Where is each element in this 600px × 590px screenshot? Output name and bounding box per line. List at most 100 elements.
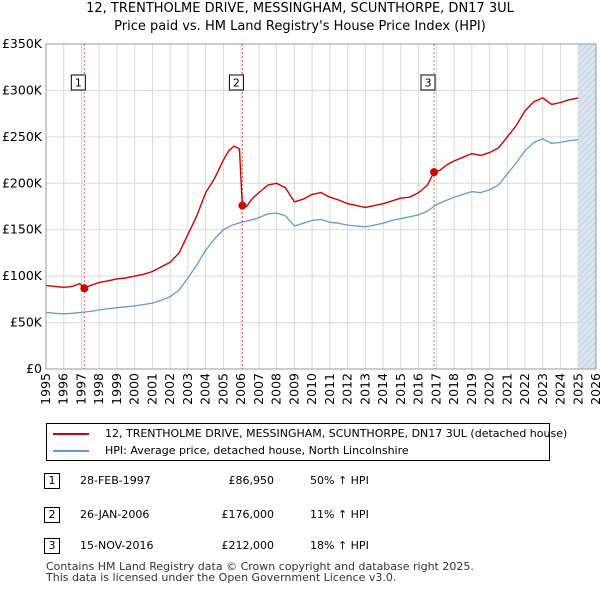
future-hatch xyxy=(578,137,596,156)
x-tick-label: 2001 xyxy=(144,373,159,405)
future-hatch xyxy=(578,44,583,48)
sale-date: 28-FEB-1997 xyxy=(80,474,151,487)
sale-price: £176,000 xyxy=(221,508,275,521)
hpi-series-line xyxy=(45,138,579,315)
y-tick-label: £350K xyxy=(2,36,43,51)
y-tick-label: £50K xyxy=(10,315,43,330)
legend-swatch-property xyxy=(53,433,89,435)
x-tick-label: 2017 xyxy=(428,373,443,405)
future-hatch xyxy=(578,89,596,108)
future-hatch xyxy=(578,83,596,102)
future-hatch xyxy=(578,251,596,270)
sale-price: £86,950 xyxy=(228,474,275,487)
sale-marker-box xyxy=(228,74,244,91)
sale-price: £212,000 xyxy=(221,539,275,552)
sale-marker-label: 3 xyxy=(425,77,432,90)
future-hatch xyxy=(578,143,596,162)
future-hatch xyxy=(578,341,596,360)
x-tick-label: 2007 xyxy=(251,373,266,405)
x-tick-label: 2018 xyxy=(446,373,461,405)
future-hatch xyxy=(578,239,596,258)
x-tick-label: 2011 xyxy=(322,373,337,405)
sale-number: 3 xyxy=(44,538,60,554)
x-tick-label: 2014 xyxy=(375,373,390,405)
x-tick-label: 1998 xyxy=(91,373,106,405)
future-hatch xyxy=(578,95,596,114)
title-line-1: 12, TRENTHOLME DRIVE, MESSINGHAM, SCUNTH… xyxy=(86,1,514,16)
future-hatch xyxy=(578,155,596,174)
legend-label-property: 12, TRENTHOLME DRIVE, MESSINGHAM, SCUNTH… xyxy=(105,427,568,440)
x-tick-label: 2026 xyxy=(588,373,600,405)
future-hatch xyxy=(578,269,596,288)
future-hatch xyxy=(578,209,596,228)
future-hatch xyxy=(578,71,596,90)
future-hatch xyxy=(578,299,596,318)
x-tick-label: 2008 xyxy=(269,373,284,405)
future-hatch xyxy=(578,119,596,138)
x-tick-label: 2002 xyxy=(162,373,177,405)
future-hatch xyxy=(578,107,596,126)
future-hatch xyxy=(578,185,596,204)
future-hatch xyxy=(578,113,596,132)
x-tick-label: 2005 xyxy=(215,373,230,405)
x-tick-label: 1997 xyxy=(73,373,88,405)
future-hatch xyxy=(578,287,596,306)
y-tick-label: £100K xyxy=(2,268,43,283)
x-tick-label: 2015 xyxy=(393,373,408,405)
y-tick-label: £0 xyxy=(26,361,42,376)
future-hatch xyxy=(578,311,596,330)
property-series-line xyxy=(45,97,579,289)
x-tick-label: 2012 xyxy=(340,373,355,405)
future-hatch xyxy=(578,149,596,168)
legend-label-hpi: HPI: Average price, detached house, Nort… xyxy=(105,444,409,457)
x-tick-label: 2009 xyxy=(286,373,301,405)
x-tick-label: 2003 xyxy=(180,373,195,405)
future-hatch xyxy=(578,329,596,348)
future-hatch xyxy=(578,275,596,294)
future-hatch xyxy=(578,131,596,150)
legend-item-hpi: HPI: Average price, detached house, Nort… xyxy=(53,443,409,459)
sale-point xyxy=(80,284,89,293)
y-tick-label: £150K xyxy=(2,222,43,237)
future-hatch xyxy=(578,191,596,210)
chart-title: 12, TRENTHOLME DRIVE, MESSINGHAM, SCUNTH… xyxy=(0,0,600,36)
legend: 12, TRENTHOLME DRIVE, MESSINGHAM, SCUNTH… xyxy=(46,423,567,461)
future-hatch xyxy=(578,161,596,180)
future-hatch xyxy=(578,215,596,234)
sale-hpi-change: 50% ↑ HPI xyxy=(310,474,369,487)
future-hatch xyxy=(578,203,596,222)
footer: Contains HM Land Registry data © Crown c… xyxy=(46,561,474,583)
sale-point xyxy=(238,201,247,210)
future-hatch xyxy=(578,44,589,54)
x-tick-label: 2013 xyxy=(357,373,372,405)
price-chart: £0 £50K £100K £150K £200K £250K £300K £350K 1995… xyxy=(2,36,600,405)
x-tick-label: 2004 xyxy=(198,373,213,405)
future-hatch xyxy=(578,47,596,66)
sale-marker-box xyxy=(70,74,86,91)
x-tick-label: 2010 xyxy=(304,373,319,405)
future-hatch xyxy=(578,197,596,216)
future-hatch xyxy=(578,53,596,72)
sale-hpi-change: 11% ↑ HPI xyxy=(310,508,369,521)
x-tick-label: 2019 xyxy=(464,373,479,405)
sale-hpi-change: 18% ↑ HPI xyxy=(310,539,369,552)
x-tick-label: 2025 xyxy=(570,373,585,405)
future-hatch xyxy=(578,335,596,354)
sale-marker-label: 2 xyxy=(233,77,240,90)
future-hatch xyxy=(578,245,596,264)
y-tick-label: £200K xyxy=(2,175,43,190)
footer-line-1: Contains HM Land Registry data © Crown c… xyxy=(46,560,474,573)
plot-frame xyxy=(45,43,597,370)
future-hatch xyxy=(578,101,596,120)
future-hatch xyxy=(578,257,596,276)
x-tick-label: 2022 xyxy=(517,373,532,405)
future-hatch xyxy=(578,281,596,300)
x-tick-label: 2021 xyxy=(499,373,514,405)
future-hatch xyxy=(578,125,596,144)
future-hatch xyxy=(578,323,596,342)
legend-item-property: 12, TRENTHOLME DRIVE, MESSINGHAM, SCUNTH… xyxy=(53,426,567,442)
x-tick-label: 2023 xyxy=(535,373,550,405)
sale-date: 26-JAN-2006 xyxy=(80,508,150,521)
sale-point xyxy=(430,168,439,177)
y-tick-label: £250K xyxy=(2,129,43,144)
